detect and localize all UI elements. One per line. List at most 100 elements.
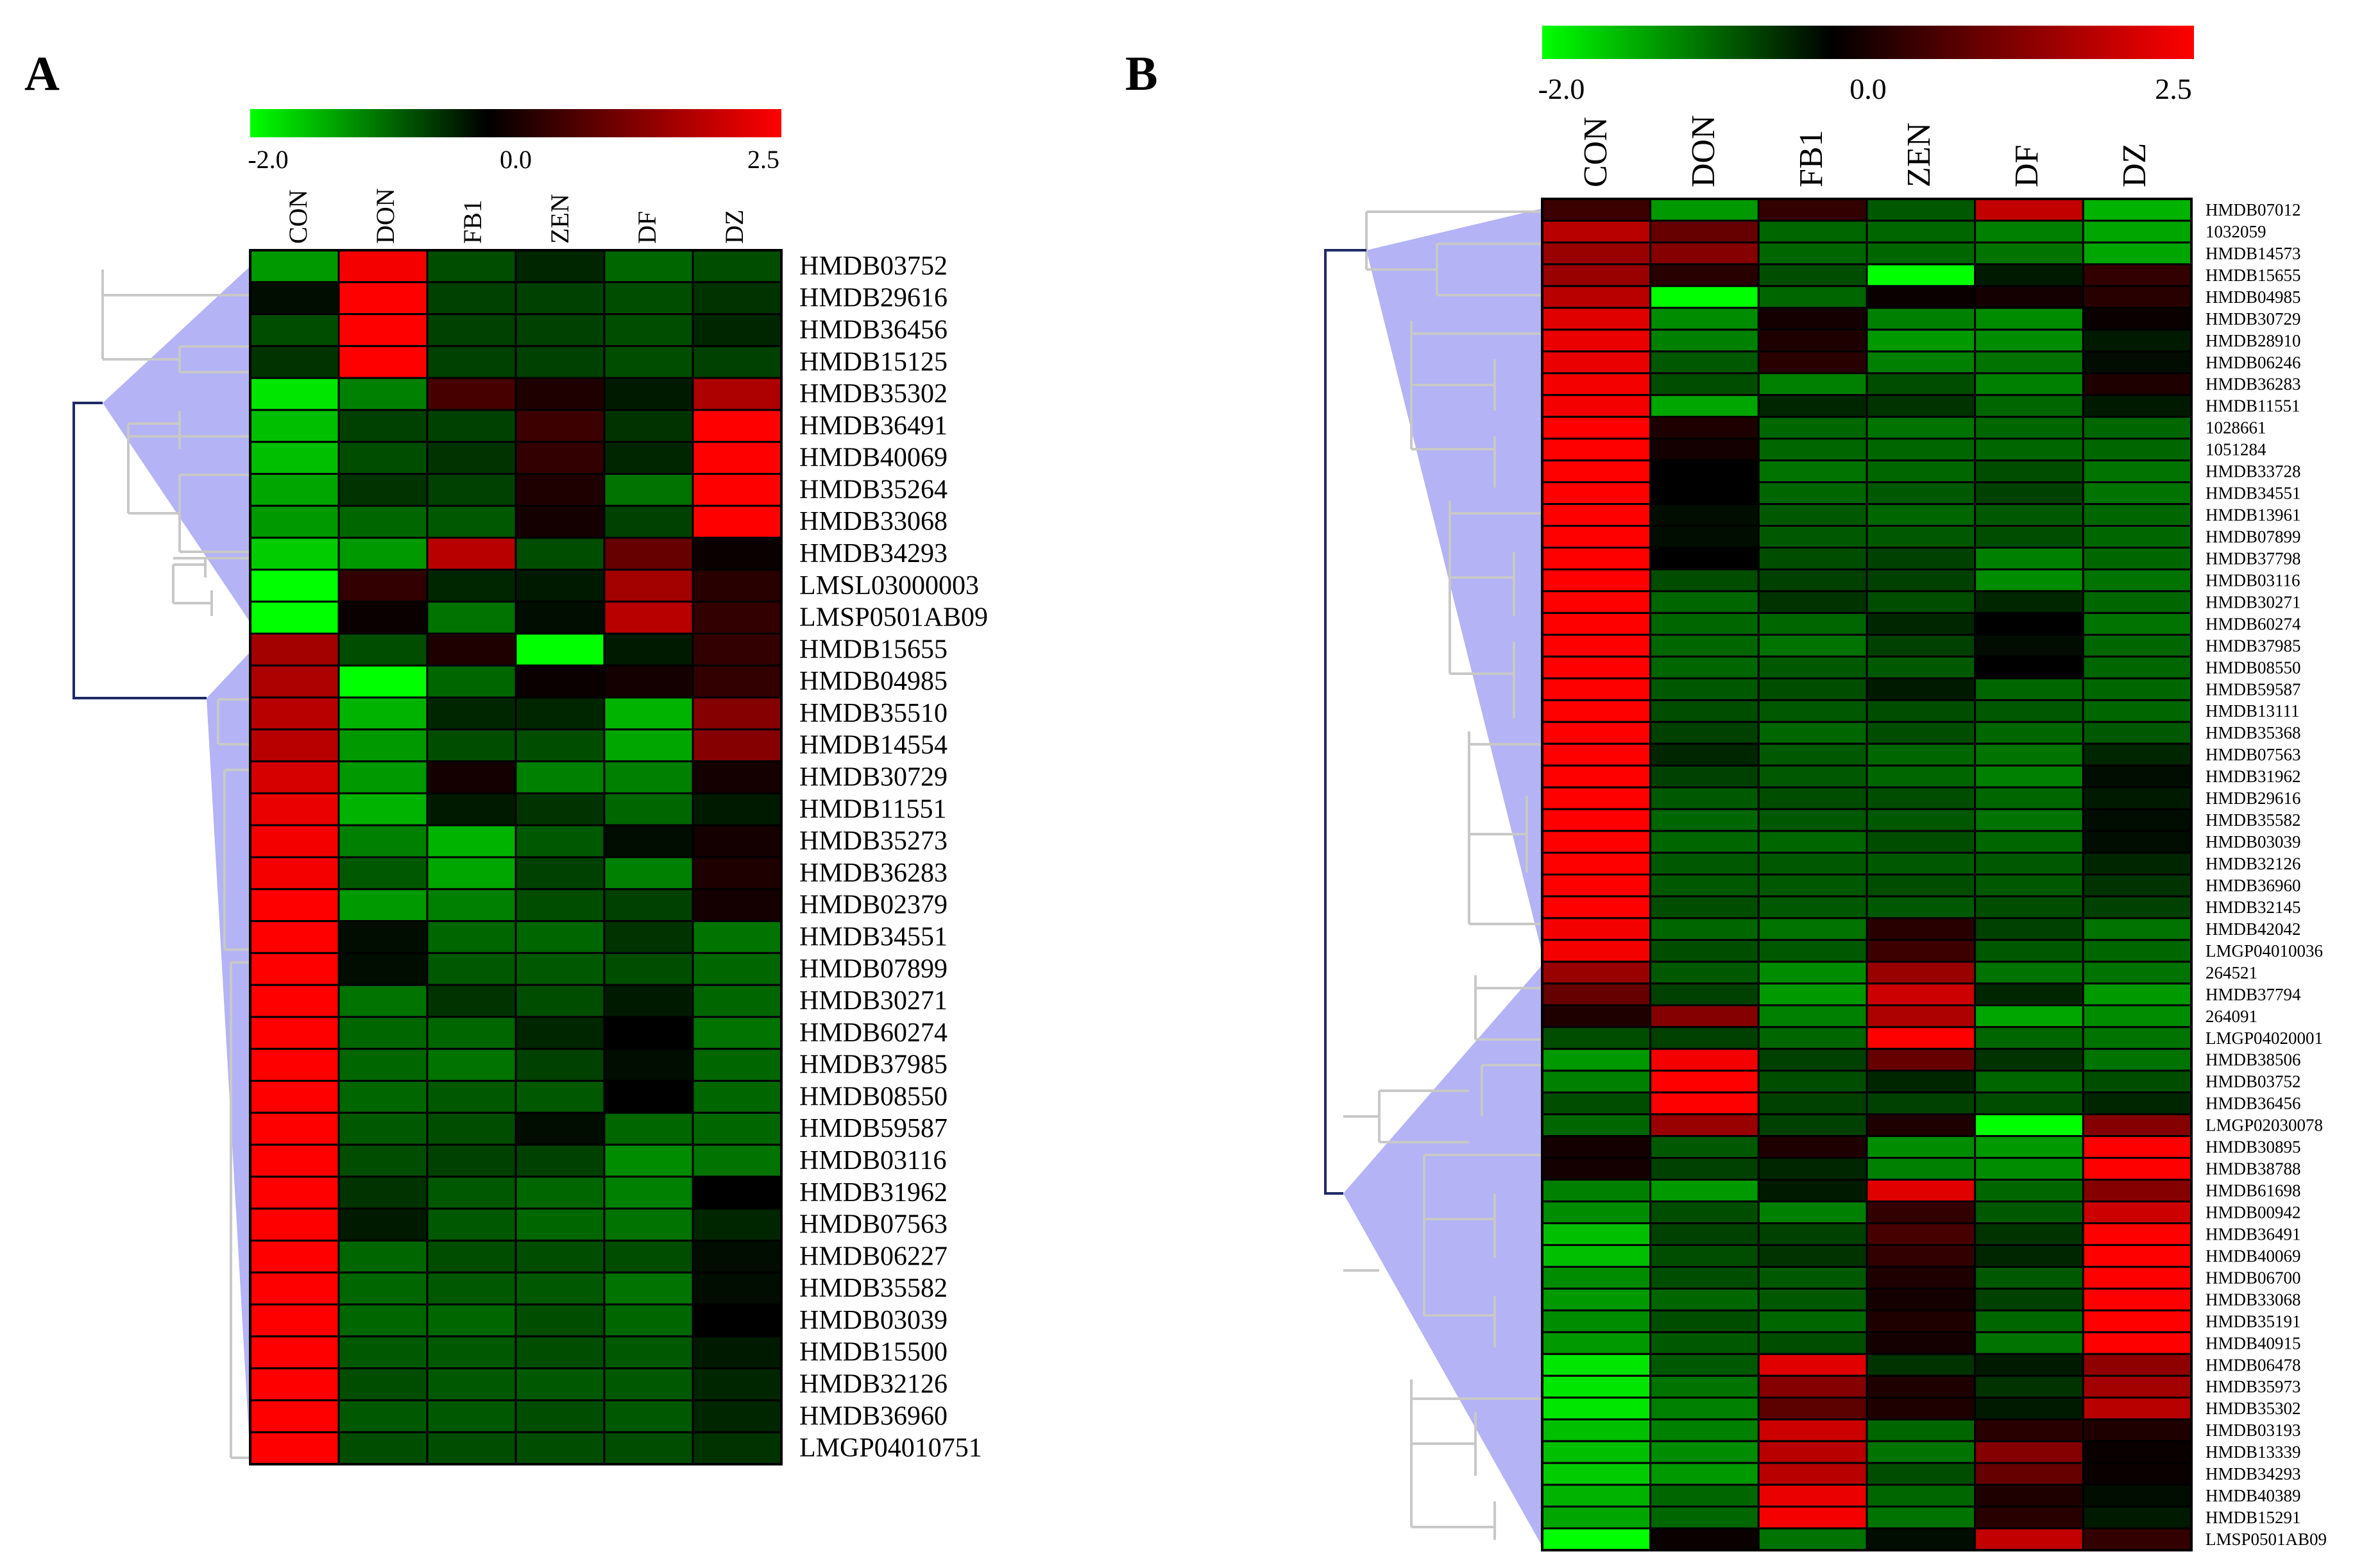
heatmap-cell [1757,873,1868,898]
heatmap-cell [1649,742,1760,767]
row-label: HMDB37794 [2206,985,2301,1004]
heatmap-cell [603,696,694,731]
heatmap-cell [1541,851,1652,876]
heatmap-cell [514,536,606,571]
heatmap-cell [692,984,783,1018]
heatmap-cell [337,601,429,635]
heatmap-cell [1649,307,1760,331]
heatmap-cell [692,409,783,443]
heatmap-cell [1541,329,1652,353]
row-label: HMDB35973 [2206,1377,2301,1396]
heatmap-cell [249,984,340,1018]
heatmap-cell [514,1208,606,1242]
row-label: HMDB29616 [799,284,948,313]
row-label: HMDB35302 [799,379,948,409]
row-label: HMDB03039 [2206,832,2301,851]
row-label: HMDB08550 [799,1082,948,1111]
heatmap-cell [1866,939,1976,963]
row-label: HMDB07899 [799,954,948,984]
heatmap-cell [1757,329,1868,353]
heatmap-cell [1974,1527,2084,1551]
heatmap-cell [603,856,694,891]
row-label: HMDB15291 [2206,1508,2301,1527]
heatmap-cell [426,696,517,731]
heatmap-cell [603,1208,694,1242]
row-label: LMGP04010036 [2206,941,2323,961]
heatmap-cell [426,1303,517,1338]
row-label: HMDB15500 [799,1338,948,1367]
row-label: HMDB06227 [799,1242,948,1271]
heatmap-cell [1757,198,1868,222]
row-label: HMDB32145 [2206,898,2301,917]
heatmap-cell [1757,568,1868,592]
heatmap-cell [514,920,606,954]
heatmap-cell [337,696,429,731]
heatmap-cell [249,856,340,891]
heatmap-cell [603,888,694,923]
heatmap-cell [2082,525,2193,549]
row-label: HMDB31962 [799,1178,948,1208]
heatmap-cell [1757,372,1868,397]
heatmap-cell [249,728,340,763]
heatmap-cell [2082,1091,2193,1116]
row-label: HMDB28910 [2206,331,2301,350]
heatmap-cell [1649,1440,1760,1464]
heatmap-cell [603,377,694,411]
heatmap-cell [1866,1070,1976,1094]
heatmap-cell [514,888,606,923]
heatmap-cell [2082,329,2193,353]
heatmap-cell [1649,350,1760,375]
heatmap-cell [1757,611,1868,636]
heatmap-cell [2082,808,2193,832]
heatmap-cell [2082,895,2193,919]
heatmap-cell [603,473,694,507]
row-label: HMDB40069 [799,443,948,473]
heatmap-cell [1649,241,1760,266]
col-label-b-con: CON [1577,117,1614,187]
heatmap-cell [1757,394,1868,418]
heatmap-cell [692,536,783,571]
heatmap-cell [1757,655,1868,679]
row-label: HMDB31962 [2206,767,2301,786]
heatmap-cell [2082,1462,2193,1486]
heatmap-cell [1649,873,1760,898]
heatmap-cell [603,984,694,1018]
heatmap-cell [1974,1113,2084,1138]
heatmap-cell [1649,1091,1760,1116]
heatmap-cell [603,632,694,667]
heatmap-cell [1757,1157,1868,1181]
heatmap-cell [249,1271,340,1306]
heatmap-cell [1757,1048,1868,1072]
heatmap-cell [1866,459,1976,484]
heatmap-cell [692,377,783,411]
heatmap-cell [1757,1440,1868,1464]
heatmap-cell [1649,1527,1760,1551]
heatmap-cell [337,664,429,699]
row-label: HMDB35510 [799,699,948,728]
heatmap-cell [1974,285,2084,309]
row-label: HMDB60274 [799,1018,948,1048]
heatmap-cell [1974,1004,2084,1029]
heatmap-cell [1866,503,1976,527]
heatmap-cell [1541,307,1652,331]
heatmap-cell [1541,1418,1652,1442]
heatmap-cell [1757,1353,1868,1377]
heatmap-cell [1649,1396,1760,1421]
heatmap-cell [249,441,340,475]
heatmap-cell [1649,939,1760,963]
heatmap-cell [2082,503,2193,527]
heatmap-cell [2082,394,2193,418]
heatmap-cell [337,824,429,858]
row-label: HMDB37985 [799,1050,948,1080]
row-label: HMDB36960 [799,1401,948,1431]
heatmap-cell [1866,546,1976,570]
row-label: HMDB35582 [2206,810,2301,830]
heatmap-cell [337,1399,429,1433]
heatmap-cell [603,760,694,794]
heatmap-cell [1866,1462,1976,1486]
heatmap-cell [692,1175,783,1210]
heatmap-cell [426,1239,517,1274]
heatmap-cell [1541,525,1652,549]
colorbar-b-min-tick: -2.0 [1538,73,1585,105]
colorbar-b-max-tick: 2.5 [2155,73,2192,105]
